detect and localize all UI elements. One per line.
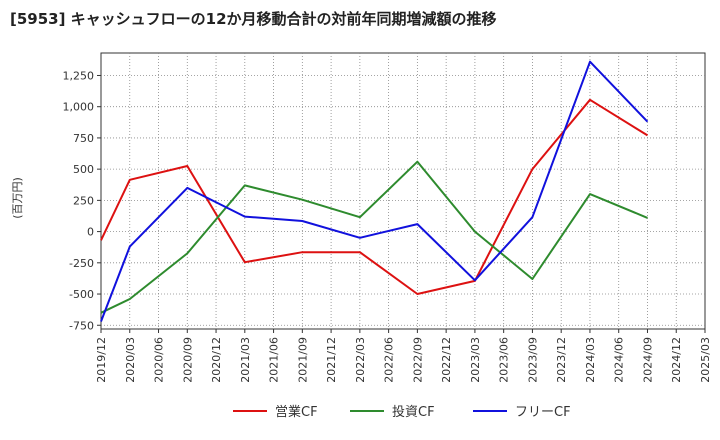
x-tick-label: 2022/03: [354, 337, 367, 383]
x-tick-label: 2024/12: [670, 337, 683, 383]
y-tick-label: 500: [73, 163, 94, 176]
series-line: [100, 160, 648, 314]
x-tick-label: 2024/06: [613, 337, 626, 383]
y-tick-label: -250: [69, 257, 94, 270]
y-tick-label: 1,250: [63, 69, 95, 82]
x-tick-label: 2019/12: [95, 337, 108, 383]
x-tick-label: 2023/09: [526, 337, 539, 383]
legend-label: 営業CF: [275, 404, 318, 420]
x-tick-label: 2022/12: [440, 337, 453, 383]
x-tick-label: 2023/03: [469, 337, 482, 383]
series-line: [100, 98, 649, 295]
y-tick-label: 750: [73, 132, 94, 145]
x-tick-label: 2020/12: [210, 337, 223, 383]
y-tick-label: -500: [69, 288, 94, 301]
y-tick-label: 1,000: [63, 101, 95, 114]
legend-label: フリーCF: [515, 405, 571, 420]
legend-label: 投資CF: [392, 404, 435, 420]
x-tick-label: 2021/03: [239, 337, 252, 383]
series-line: [100, 60, 649, 322]
x-tick-label: 2024/09: [641, 337, 654, 383]
x-tick-label: 2021/06: [268, 337, 281, 383]
x-tick-label: 2021/09: [296, 337, 309, 383]
x-tick-label: 2022/06: [383, 337, 396, 383]
x-tick-label: 2023/06: [498, 337, 511, 383]
y-tick-label: 0: [87, 226, 94, 239]
x-tick-label: 2020/03: [124, 337, 137, 383]
x-tick-label: 2024/03: [584, 337, 597, 383]
x-tick-label: 2021/12: [325, 337, 338, 383]
y-tick-label: 250: [73, 194, 94, 207]
y-tick-label: -750: [69, 319, 94, 332]
x-tick-label: 2023/12: [555, 337, 568, 383]
chart-title: [5953] キャッシュフローの12か月移動合計の対前年同期増減額の推移: [10, 10, 497, 28]
x-tick-label: 2020/06: [153, 337, 166, 383]
x-tick-label: 2020/09: [181, 337, 194, 383]
x-tick-label: 2022/09: [411, 337, 424, 383]
x-tick-label: 2025/03: [699, 337, 712, 383]
